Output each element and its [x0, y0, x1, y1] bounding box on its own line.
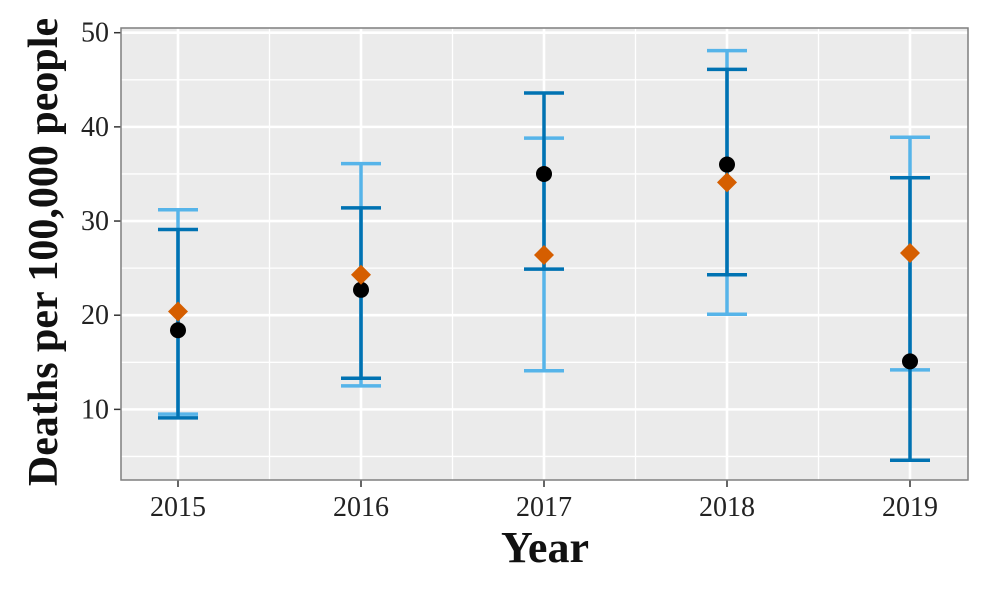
x-tick-label: 2019	[882, 492, 938, 523]
y-tick-label: 50	[81, 18, 109, 49]
data-point-diamond	[168, 301, 188, 322]
data-point-diamond	[534, 244, 554, 265]
y-tick-label: 20	[81, 300, 109, 331]
data-point-circle	[170, 322, 186, 339]
y-tick-label: 30	[81, 206, 109, 237]
x-tick-label: 2017	[516, 492, 572, 523]
data-point-circle	[536, 165, 552, 182]
x-tick-label: 2018	[699, 492, 755, 523]
error-bar-dark	[890, 175, 930, 462]
x-tick-label: 2015	[150, 492, 206, 523]
data-point-diamond	[717, 172, 737, 193]
plot-border	[120, 27, 969, 481]
data-point-diamond	[351, 264, 371, 285]
y-axis-title: Deaths per 100,000 people	[21, 18, 67, 486]
y-tick-label: 40	[81, 112, 109, 143]
y-tick-label: 10	[81, 394, 109, 425]
x-axis-title: Year	[501, 523, 589, 572]
data-point-circle	[902, 353, 918, 370]
data-point-diamond	[900, 243, 920, 264]
x-tick-label: 2016	[333, 492, 389, 523]
data-point-circle	[353, 281, 369, 298]
data-point-circle	[719, 156, 735, 173]
